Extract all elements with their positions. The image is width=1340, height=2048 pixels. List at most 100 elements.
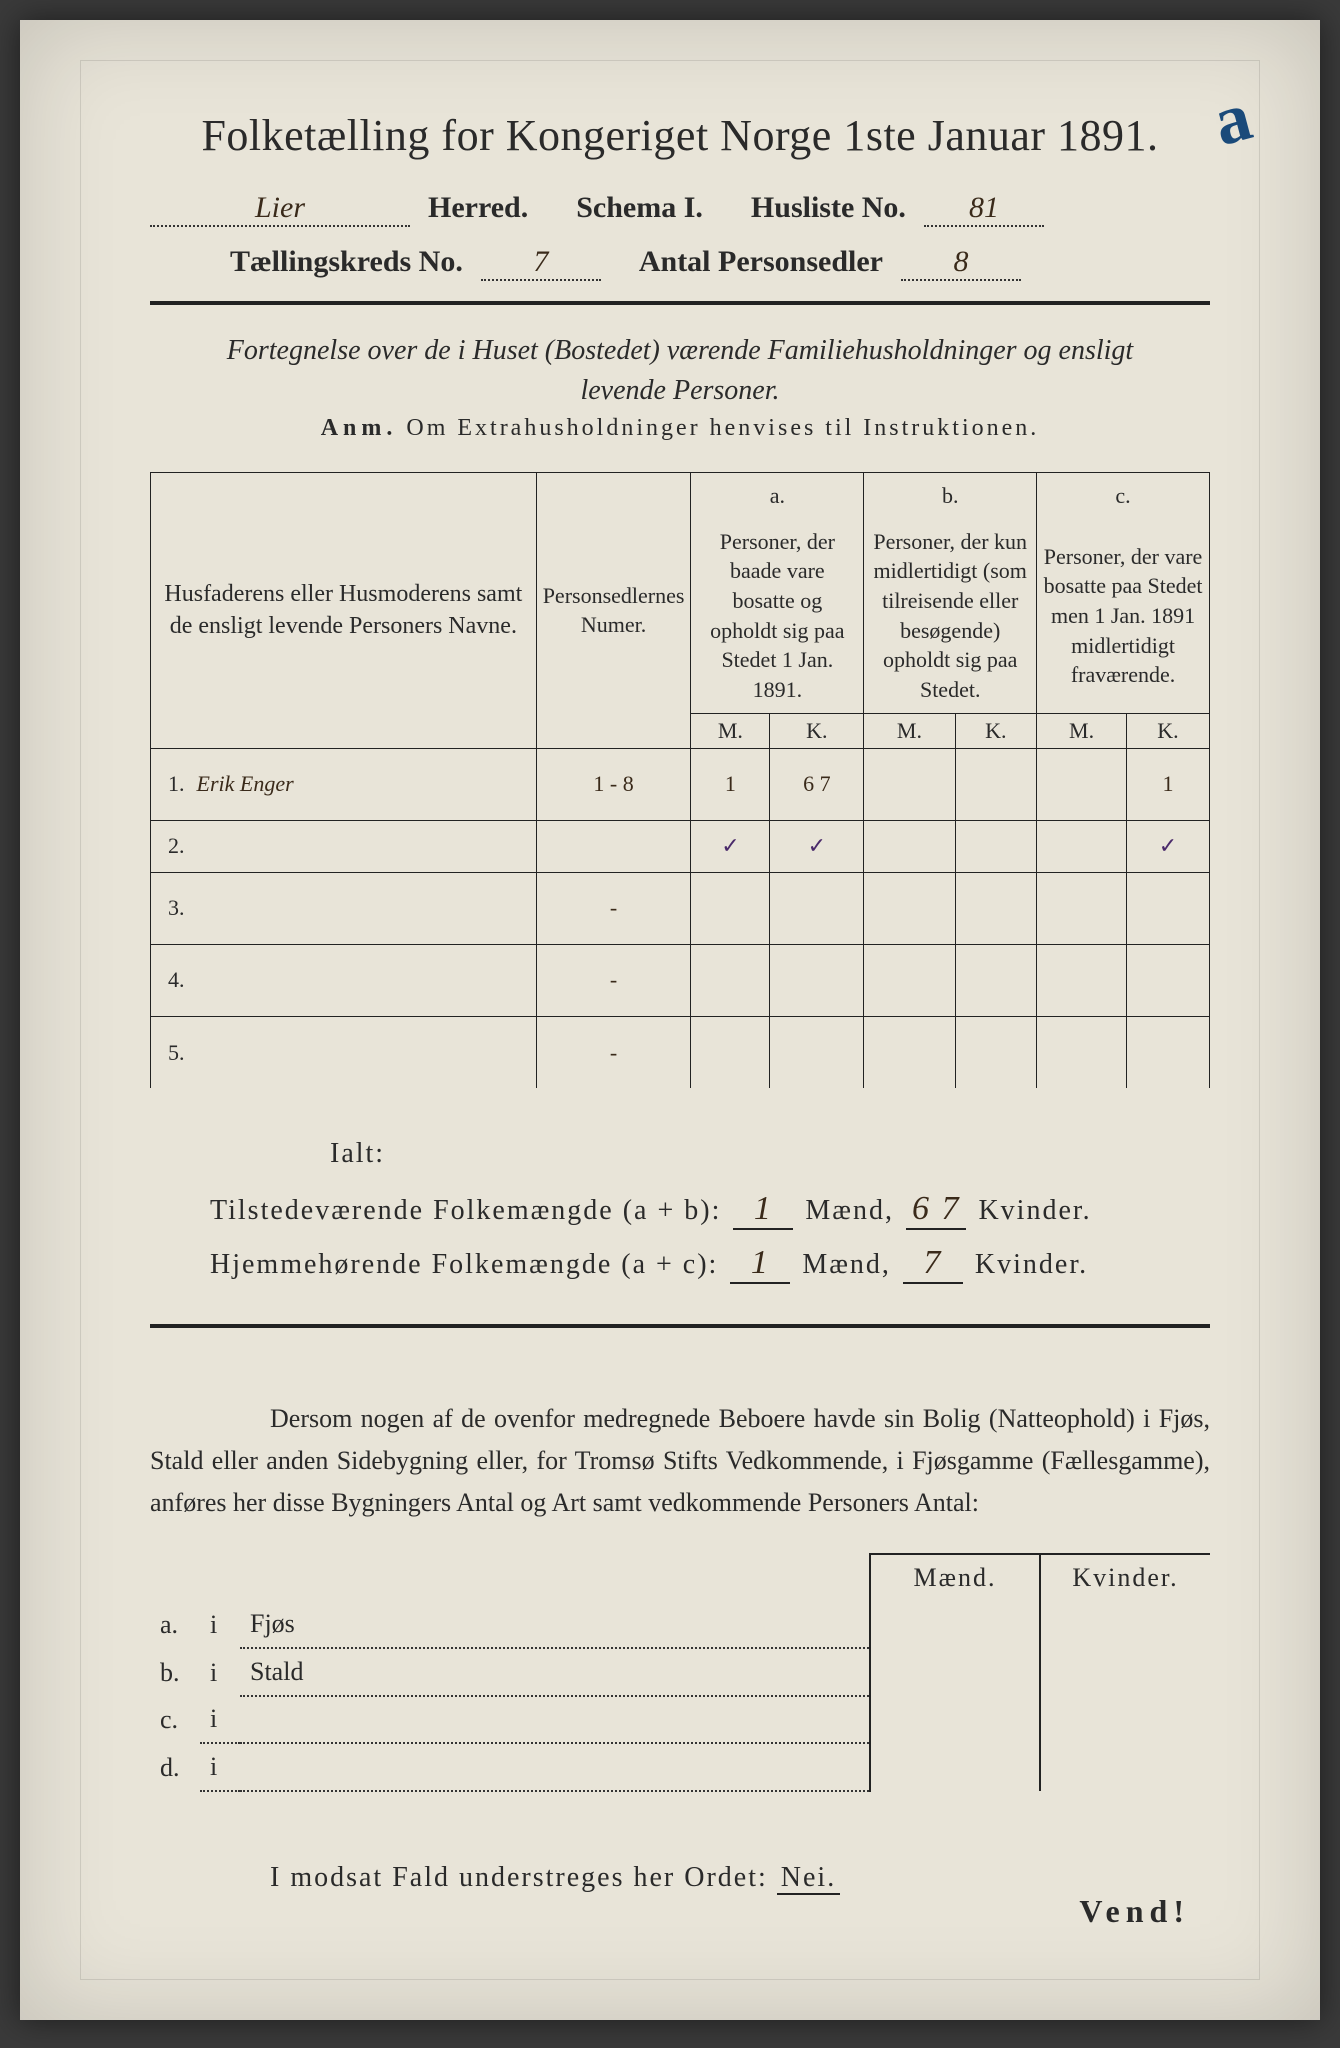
sum2-m-val: 1 (730, 1244, 790, 1284)
sum2-label: Hjemmehørende Folkemængde (a + c): (210, 1249, 718, 1281)
table-row: 1. Erik Enger 1 - 8 1 6 7 1 (151, 748, 1210, 820)
sub-table: Mænd. Kvinder. a. i Fjøs b. i Stald c. i… (150, 1553, 1210, 1792)
herred-value: Lier (150, 191, 410, 227)
row-a-k: ✓ (770, 820, 864, 872)
sub-label: Stald (240, 1648, 870, 1696)
table-header-row-1: Husfaderens eller Husmoderens samt de en… (151, 473, 1210, 519)
corner-annotation: a (1205, 77, 1260, 163)
col-names: Husfaderens eller Husmoderens samt de en… (151, 473, 537, 749)
kreds-value: 7 (481, 245, 601, 281)
anm-label: Anm. (321, 415, 398, 441)
row-name (191, 820, 537, 872)
col-a-tag: a. (691, 473, 864, 519)
ialt-label: Ialt: (330, 1138, 1210, 1170)
row-c-k: 1 (1127, 748, 1210, 820)
row-b-m (864, 748, 955, 820)
row-num: 4. (151, 944, 191, 1016)
col-personsedler: Personsedlernes Numer. (536, 473, 691, 749)
row-c-m (1037, 820, 1127, 872)
col-b-text: Personer, der kun midlertidigt (som tilr… (864, 519, 1037, 714)
subtitle-line-1: Fortegnelse over de i Huset (Bostedet) v… (150, 335, 1210, 367)
col-c-text: Personer, der vare bosatte paa Stedet me… (1037, 519, 1210, 714)
antal-value: 8 (901, 245, 1021, 281)
sum-row-2: Hjemmehørende Folkemængde (a + c): 1 Mæn… (210, 1244, 1210, 1284)
sub-row: b. i Stald (150, 1648, 1210, 1696)
sub-maend: Mænd. (870, 1554, 1040, 1601)
sub-tag: d. (150, 1743, 200, 1791)
anm-text: Om Extrahusholdninger henvises til Instr… (406, 415, 1039, 441)
sub-row: a. i Fjøs (150, 1601, 1210, 1648)
sub-tag: c. (150, 1696, 200, 1743)
table-row: 4. - (151, 944, 1210, 1016)
a-m: M. (691, 713, 770, 748)
page-title: Folketælling for Kongeriget Norge 1ste J… (150, 110, 1210, 161)
row-b-k (955, 820, 1037, 872)
b-k: K. (955, 713, 1037, 748)
husliste-label: Husliste No. (751, 191, 906, 225)
row-name (191, 1016, 537, 1088)
row-b-m (864, 820, 955, 872)
main-table: Husfaderens eller Husmoderens samt de en… (150, 472, 1210, 1088)
kreds-label: Tællingskreds No. (230, 245, 463, 279)
row-a-m: 1 (691, 748, 770, 820)
sub-label (240, 1696, 870, 1743)
sum1-k-label: Kvinder. (978, 1195, 1091, 1227)
c-m: M. (1037, 713, 1127, 748)
sum-row-1: Tilstedeværende Folkemængde (a + b): 1 M… (210, 1190, 1210, 1230)
sub-label (240, 1743, 870, 1791)
header-line-1: Lier Herred. Schema I. Husliste No. 81 (150, 191, 1210, 227)
row-ps: 1 - 8 (536, 748, 691, 820)
paragraph: Dersom nogen af de ovenfor medregnede Be… (150, 1398, 1210, 1523)
vend: Vend! (1079, 1893, 1190, 1930)
sum1-m-label: Mænd, (805, 1195, 894, 1227)
col-a-text: Personer, der baade vare bosatte og opho… (691, 519, 864, 714)
sub-label: Fjøs (240, 1601, 870, 1648)
nei: Nei. (777, 1862, 840, 1895)
row-num: 3. (151, 872, 191, 944)
row-ps: - (536, 1016, 691, 1088)
modsat-line: I modsat Fald understreges her Ordet: Ne… (270, 1862, 1210, 1894)
anm-line: Anm. Om Extrahusholdninger henvises til … (150, 415, 1210, 442)
sum2-k-val: 7 (903, 1244, 963, 1284)
a-k: K. (770, 713, 864, 748)
row-ps (536, 820, 691, 872)
sub-i: i (200, 1696, 240, 1743)
sum2-k-label: Kvinder. (975, 1249, 1088, 1281)
header-line-2: Tællingskreds No. 7 Antal Personsedler 8 (230, 245, 1210, 281)
divider (150, 301, 1210, 305)
sub-i: i (200, 1743, 240, 1791)
col-c-tag: c. (1037, 473, 1210, 519)
sub-i: i (200, 1601, 240, 1648)
modsat-text: I modsat Fald understreges her Ordet: (270, 1862, 768, 1893)
divider (150, 1324, 1210, 1328)
row-name (191, 872, 537, 944)
husliste-value: 81 (924, 191, 1044, 227)
row-name (191, 944, 537, 1016)
sub-tag: a. (150, 1601, 200, 1648)
c-k: K. (1127, 713, 1210, 748)
row-a-m: ✓ (691, 820, 770, 872)
schema-label: Schema I. (576, 191, 703, 225)
paragraph-text: Dersom nogen af de ovenfor medregnede Be… (150, 1404, 1210, 1516)
row-num: 1. (151, 748, 191, 820)
row-c-m (1037, 748, 1127, 820)
col-b-tag: b. (864, 473, 1037, 519)
b-m: M. (864, 713, 955, 748)
sub-row: c. i (150, 1696, 1210, 1743)
sum1-m-val: 1 (733, 1190, 793, 1230)
row-b-k (955, 748, 1037, 820)
antal-label: Antal Personsedler (639, 245, 883, 279)
table-row: 2. ✓ ✓ ✓ (151, 820, 1210, 872)
row-a-k: 6 7 (770, 748, 864, 820)
sum1-label: Tilstedeværende Folkemængde (a + b): (210, 1195, 721, 1227)
sub-tag: b. (150, 1648, 200, 1696)
sub-i: i (200, 1648, 240, 1696)
subtitle-line-2: levende Personer. (150, 375, 1210, 407)
row-c-k: ✓ (1127, 820, 1210, 872)
sub-row: d. i (150, 1743, 1210, 1791)
table-row: 3. - (151, 872, 1210, 944)
sum1-k-val: 6 7 (906, 1190, 967, 1230)
row-name: Erik Enger (191, 748, 537, 820)
row-num: 2. (151, 820, 191, 872)
row-ps: - (536, 944, 691, 1016)
